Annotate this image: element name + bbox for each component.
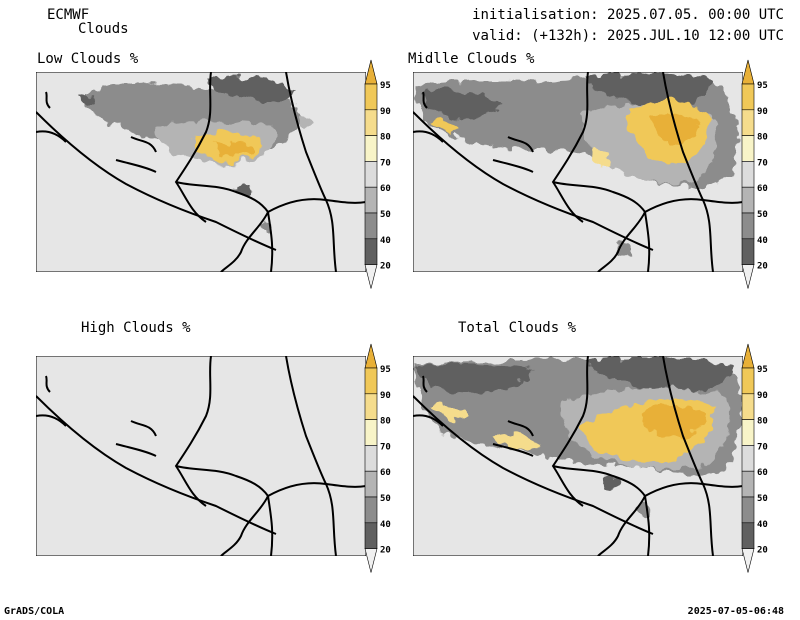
colorbar-segment xyxy=(364,135,378,162)
colorbar-segment xyxy=(364,212,378,240)
valid-time: valid: (+132h): 2025.JUL.10 12:00 UTC xyxy=(472,28,784,44)
colorbar-level-label: 80 xyxy=(380,417,391,427)
colorbar-top-arrow xyxy=(364,59,378,85)
map-total-clouds xyxy=(413,356,743,556)
colorbar-level-label: 80 xyxy=(757,417,768,427)
colorbar-segment xyxy=(364,238,378,265)
panel-title-low: Low Clouds % xyxy=(37,51,139,67)
colorbar-segment xyxy=(364,445,378,472)
panel-title-high: High Clouds % xyxy=(81,320,191,336)
colorbar-level-label: 40 xyxy=(380,520,391,530)
colorbar-level-label: 95 xyxy=(757,365,768,375)
colorbar-level-label: 95 xyxy=(380,365,391,375)
colorbar-segment xyxy=(741,470,755,498)
colorbar-level-label: 50 xyxy=(380,494,391,504)
colorbar-level-label: 60 xyxy=(757,468,768,478)
colorbar-level-label: 20 xyxy=(757,546,768,556)
colorbar-segment xyxy=(741,393,755,420)
colorbar-level-label: 70 xyxy=(380,158,391,168)
colorbar-segment xyxy=(364,186,378,214)
product-label: Clouds xyxy=(78,21,129,37)
colorbar-segment xyxy=(364,522,378,549)
colorbar-segment xyxy=(741,161,755,188)
colorbar-level-label: 95 xyxy=(757,81,768,91)
colorbar-segment xyxy=(364,83,378,111)
model-label: ECMWF xyxy=(47,7,90,23)
colorbar-level-label: 40 xyxy=(757,236,768,246)
colorbar-segment xyxy=(741,419,755,446)
panel-title-middle: Midlle Clouds % xyxy=(408,51,535,67)
colorbar-level-label: 40 xyxy=(757,520,768,530)
map-middle-clouds xyxy=(413,72,743,272)
colorbar-level-label: 20 xyxy=(757,262,768,272)
colorbar-level-label: 20 xyxy=(380,546,391,556)
colorbar-2: 95 90 80 70 60 50 40 20 xyxy=(741,59,768,289)
colorbar-level-label: 50 xyxy=(757,494,768,504)
init-time: initialisation: 2025.07.05. 00:00 UTC xyxy=(472,7,784,23)
colorbar-level-label: 60 xyxy=(757,184,768,194)
colorbar-segment xyxy=(741,109,755,136)
colorbar-segment xyxy=(741,522,755,549)
colorbar-segment xyxy=(741,135,755,162)
colorbar-level-label: 50 xyxy=(380,210,391,220)
panel-title-total: Total Clouds % xyxy=(458,320,577,336)
colorbar-level-label: 60 xyxy=(380,184,391,194)
colorbar-segment xyxy=(364,496,378,524)
colorbar-segment xyxy=(741,367,755,395)
colorbar-level-label: 90 xyxy=(757,107,768,117)
colorbar-segment xyxy=(364,419,378,446)
colorbar-level-label: 80 xyxy=(380,133,391,143)
colorbar-level-label: 20 xyxy=(380,262,391,272)
colorbar-level-label: 80 xyxy=(757,133,768,143)
colorbar-4: 95 90 80 70 60 50 40 20 xyxy=(741,343,768,573)
colorbar-level-label: 50 xyxy=(757,210,768,220)
colorbar-top-arrow xyxy=(741,343,755,369)
colorbar-segment xyxy=(364,161,378,188)
colorbar-segment xyxy=(741,496,755,524)
colorbar-segment xyxy=(364,393,378,420)
colorbar-level-label: 40 xyxy=(380,236,391,246)
map-high-clouds xyxy=(36,356,366,556)
colorbar-segment xyxy=(741,445,755,472)
colorbar-bottom-arrow xyxy=(741,548,755,573)
colorbar-top-arrow xyxy=(364,343,378,369)
colorbar-level-label: 95 xyxy=(380,81,391,91)
colorbar-segment xyxy=(741,212,755,240)
colorbar-level-label: 70 xyxy=(380,442,391,452)
colorbar-level-label: 60 xyxy=(380,468,391,478)
colorbar-bottom-arrow xyxy=(364,264,378,289)
colorbar-level-label: 70 xyxy=(757,442,768,452)
colorbar-segment xyxy=(741,83,755,111)
colorbar-3: 95 90 80 70 60 50 40 20 xyxy=(364,343,391,573)
footer-timestamp: 2025-07-05-06:48 xyxy=(687,606,784,617)
colorbar-level-label: 90 xyxy=(380,391,391,401)
colorbar-bottom-arrow xyxy=(364,548,378,573)
colorbar-segment xyxy=(364,367,378,395)
colorbar-segment xyxy=(741,238,755,265)
colorbar-level-label: 90 xyxy=(757,391,768,401)
colorbar-segment xyxy=(741,186,755,214)
colorbar-top-arrow xyxy=(741,59,755,85)
colorbar-segment xyxy=(364,470,378,498)
colorbar-level-label: 70 xyxy=(757,158,768,168)
footer-software: GrADS/COLA xyxy=(4,606,65,617)
colorbar-level-label: 90 xyxy=(380,107,391,117)
colorbar-segment xyxy=(364,109,378,136)
map-low-clouds xyxy=(36,72,366,272)
colorbar-1: 95 90 80 70 60 50 40 20 xyxy=(364,59,391,289)
colorbar-bottom-arrow xyxy=(741,264,755,289)
